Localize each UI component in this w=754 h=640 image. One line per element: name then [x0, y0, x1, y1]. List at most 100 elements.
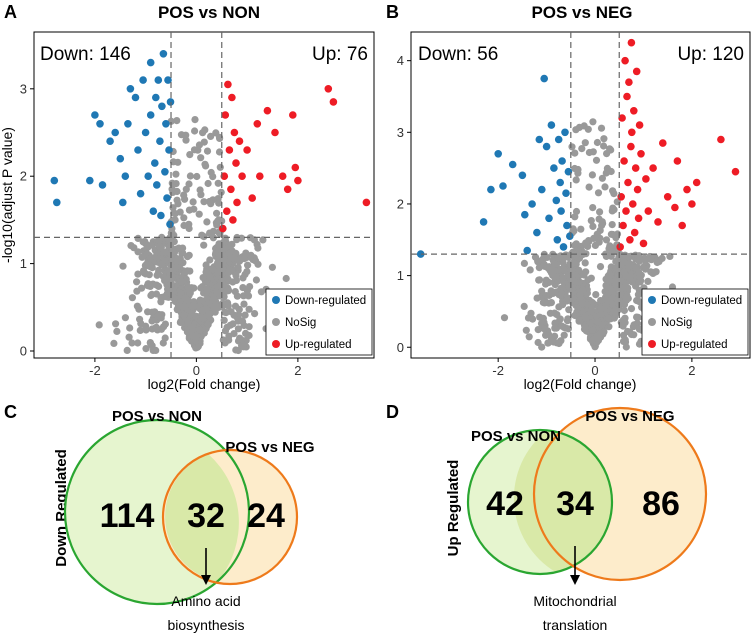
nosig-point-a	[242, 329, 250, 337]
nosig-point-a	[174, 158, 182, 166]
nosig-point-b	[500, 314, 509, 322]
nosig-point-a	[185, 224, 193, 233]
nosig-point-a	[173, 187, 181, 196]
up-point-a	[289, 111, 297, 119]
x-axis-label-a: log2(Fold change)	[148, 376, 261, 392]
nosig-point-b	[572, 176, 580, 184]
up-point-a	[233, 198, 241, 207]
up-point-b	[673, 157, 682, 165]
nosig-point-a	[172, 170, 180, 178]
nosig-point-a	[191, 116, 199, 124]
nosig-point-a	[179, 244, 187, 252]
nosig-point-a	[254, 260, 262, 268]
nosig-point-b	[637, 277, 645, 285]
nosig-point-a	[206, 256, 214, 264]
nosig-point-b	[525, 333, 533, 341]
nosig-point-a	[157, 314, 165, 322]
nosig-point-a	[153, 271, 161, 279]
up-point-b	[619, 221, 627, 230]
nosig-point-b	[571, 149, 579, 157]
nosig-point-b	[620, 306, 629, 315]
down-point-a	[50, 176, 59, 185]
nosig-point-b	[533, 294, 541, 302]
nosig-point-a	[232, 271, 240, 279]
volcano-plot-b: POS vs NEG -2 0 2 0 1 2 3 4 Down: 56 Up: 120 l…	[397, 3, 751, 392]
up-point-a	[324, 85, 333, 93]
nosig-point-a	[112, 320, 120, 328]
down-point-b	[550, 164, 558, 172]
nosig-point-a	[210, 304, 218, 312]
nosig-point-a	[133, 278, 141, 286]
nosig-point-a	[240, 255, 248, 263]
nosig-point-b	[624, 284, 632, 292]
nosig-point-b	[589, 148, 597, 156]
nosig-point-b	[644, 277, 652, 285]
down-point-b	[535, 135, 544, 144]
down-point-b	[533, 228, 541, 237]
nosig-point-b	[635, 297, 643, 306]
up-point-b	[663, 193, 672, 201]
venn-right-outline-d	[532, 406, 708, 582]
nosig-point-a	[232, 249, 240, 257]
nosig-point-b	[607, 167, 615, 176]
up-point-b	[627, 142, 635, 151]
nosig-point-a	[186, 289, 194, 297]
nosig-point-a	[191, 127, 199, 135]
nosig-point-a	[173, 257, 181, 265]
nosig-point-b	[606, 242, 614, 250]
nosig-point-b	[551, 273, 559, 281]
nosig-point-a	[252, 276, 260, 284]
y-tick-label-a: 1	[20, 256, 27, 271]
nosig-point-a	[209, 296, 217, 304]
up-point-b	[671, 203, 679, 212]
y-tick-label-a: 0	[20, 344, 27, 359]
down-point-b	[528, 200, 536, 208]
nosig-point-a	[215, 282, 223, 290]
nosig-point-a	[203, 218, 211, 226]
legend-marker-up-a	[272, 340, 280, 348]
down-point-b	[479, 218, 488, 226]
up-point-b	[620, 157, 628, 165]
nosig-point-a	[201, 160, 209, 168]
legend-box-a	[265, 288, 373, 356]
nosig-point-a	[199, 314, 207, 322]
venn-right-label-c: POS vs NEG	[225, 439, 314, 456]
up-point-b	[634, 214, 643, 223]
nosig-point-b	[605, 277, 614, 285]
down-point-a	[158, 102, 166, 111]
nosig-point-a	[250, 236, 258, 244]
up-point-a	[235, 137, 244, 145]
nosig-point-a	[239, 274, 247, 282]
up-point-b	[624, 178, 632, 187]
nosig-point-a	[177, 278, 185, 286]
nosig-point-b	[561, 266, 569, 274]
nosig-point-a	[180, 214, 188, 222]
up-point-a	[255, 172, 264, 180]
venn-diagram-c: Down Regulated POS vs NON POS vs NEG 114…	[53, 408, 315, 633]
down-point-a	[166, 220, 174, 229]
nosig-point-a	[157, 325, 166, 333]
nosig-point-b	[562, 251, 570, 259]
nosig-point-a	[152, 290, 161, 298]
nosig-point-a	[213, 209, 221, 217]
nosig-point-a	[134, 234, 142, 242]
nosig-point-b	[546, 266, 554, 274]
up-point-a	[230, 128, 239, 137]
nosig-point-a	[241, 311, 249, 319]
down-point-a	[119, 198, 127, 207]
nosig-point-a	[123, 346, 131, 354]
down-count-label-a: Down: 146	[40, 44, 131, 65]
nosig-point-b	[609, 204, 617, 212]
nosig-point-b	[596, 208, 604, 216]
y-tick-label-b: 1	[397, 268, 404, 283]
nosig-point-b	[608, 287, 616, 295]
down-point-a	[157, 211, 165, 220]
up-point-b	[637, 150, 645, 158]
nosig-point-a	[171, 210, 179, 218]
nosig-point-a	[234, 325, 242, 333]
x-tick-label-a: 0	[193, 363, 200, 378]
nosig-point-b	[556, 316, 564, 324]
nosig-point-a	[177, 289, 185, 298]
nosig-point-a	[218, 276, 226, 285]
up-point-a	[263, 106, 272, 115]
